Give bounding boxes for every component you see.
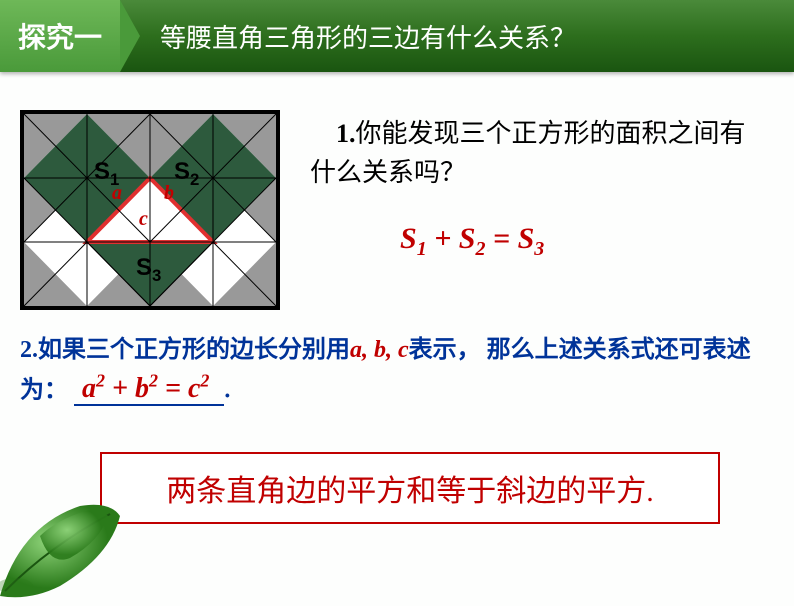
equation-areas: S1 + S2 = S3	[400, 222, 544, 261]
leaf-icon	[0, 486, 130, 606]
question-2: 2.如果三个正方形的边长分别用a, b, c表示， 那么上述关系式还可表述为： …	[20, 332, 780, 410]
header-title: 等腰直角三角形的三边有什么关系？	[160, 18, 576, 55]
header-bar: 探究一 等腰直角三角形的三边有什么关系？	[0, 0, 794, 72]
content-area: S1 S2 S3 a b c 1.你能发现三个正方形的面积之间有什么关系吗？ S…	[0, 72, 794, 596]
label-a: a	[112, 182, 122, 205]
geometry-diagram: S1 S2 S3 a b c	[20, 110, 280, 310]
badge-text: 探究一	[18, 16, 102, 56]
question-1: 1.你能发现三个正方形的面积之间有什么关系吗？	[310, 114, 770, 192]
conclusion-box: 两条直角边的平方和等于斜边的平方.	[100, 452, 720, 524]
equation-pythagoras: a2 + b2 = c2	[74, 373, 224, 406]
label-s3: S3	[136, 254, 161, 286]
label-b: b	[164, 182, 174, 205]
label-c: c	[139, 208, 148, 231]
label-s2: S2	[174, 158, 199, 190]
section-badge: 探究一	[0, 0, 120, 72]
